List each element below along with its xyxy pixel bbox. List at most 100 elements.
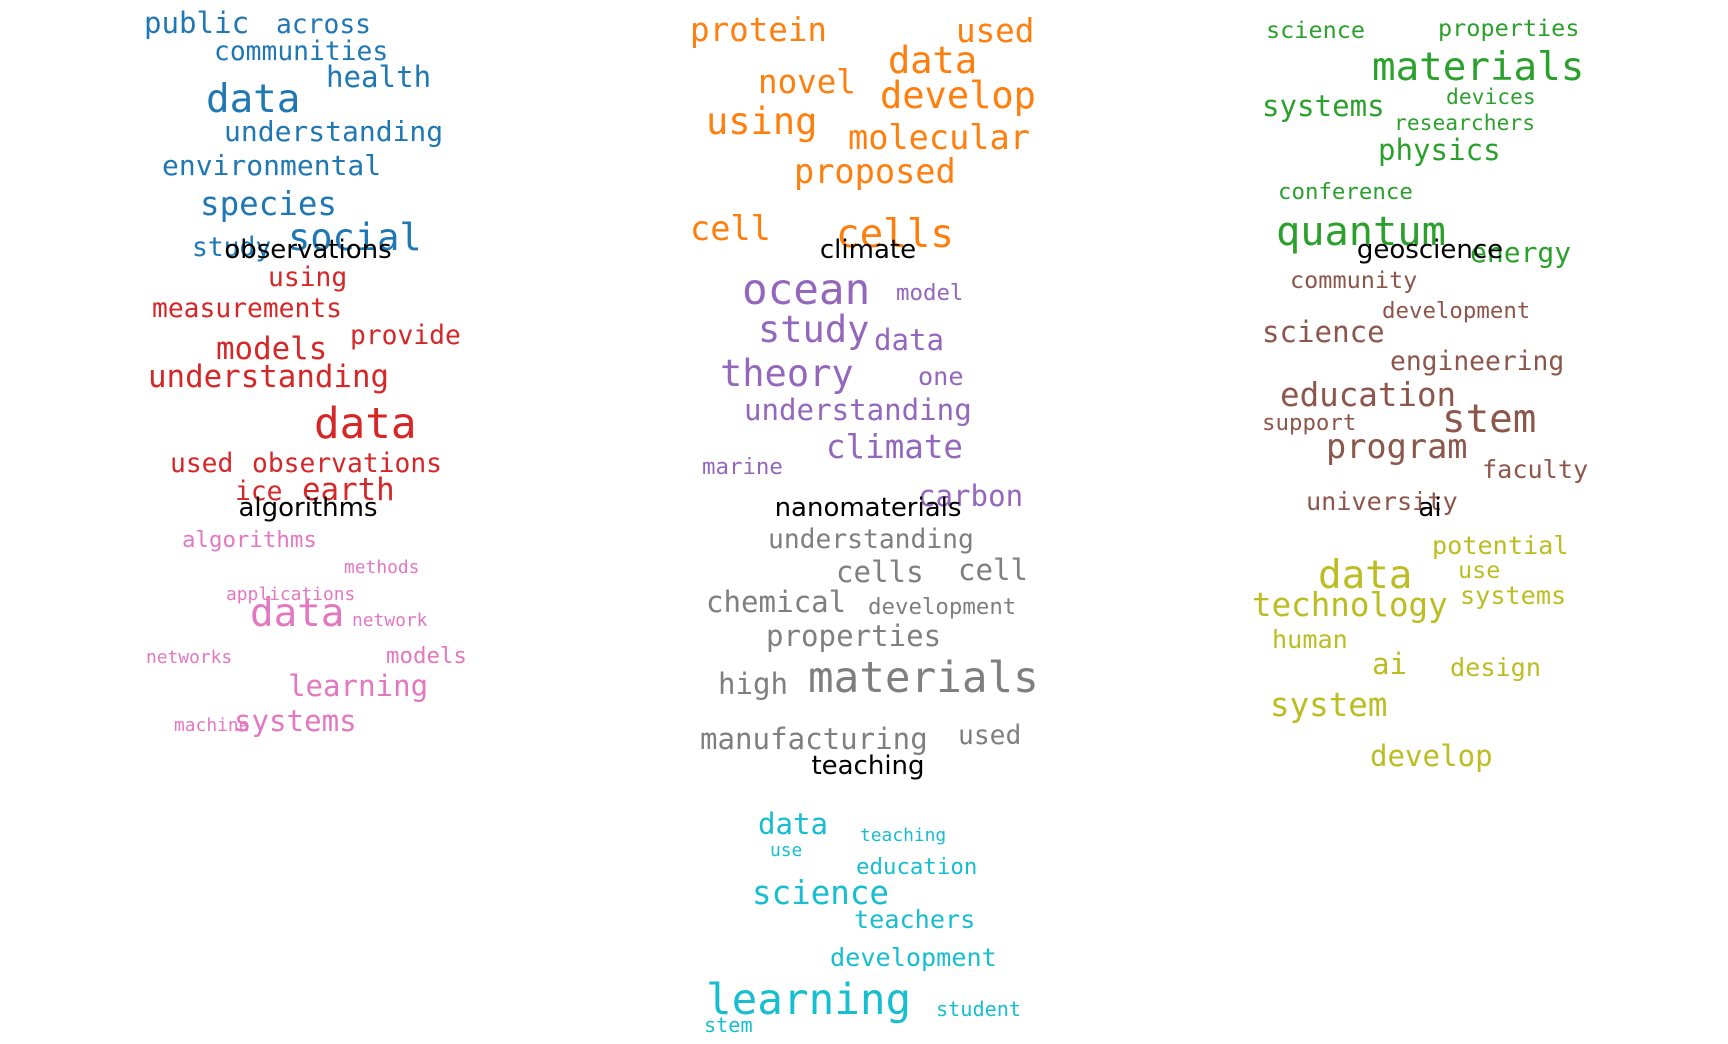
wordcloud-word: marine <box>702 454 783 480</box>
wordcloud-word: environmental <box>162 149 381 182</box>
words-layer: usingmeasurementsprovidemodelsunderstand… <box>144 6 1588 1037</box>
wordcloud-word: ai <box>1372 647 1407 681</box>
topic-label: algorithms <box>238 493 377 523</box>
wordcloud-word: devices <box>1446 85 1536 110</box>
wordcloud-word: human <box>1272 625 1348 654</box>
wordcloud-word: molecular <box>848 118 1030 157</box>
topic-label: geoscience <box>1357 235 1503 265</box>
wordcloud-word: develop <box>880 74 1036 117</box>
wordcloud-word: use <box>1458 556 1500 584</box>
wordcloud-word: system <box>1270 686 1387 724</box>
wordcloud-panel: ocean model study data theory oneunderstandin… <box>702 265 1023 513</box>
wordcloud-word: theory <box>720 352 854 395</box>
wordcloud-word: applications <box>226 584 355 605</box>
wordcloud-word: use <box>770 840 802 861</box>
wordcloud-word: cell <box>690 209 771 248</box>
wordcloud-word: engineering <box>1390 347 1564 377</box>
wordcloud-word: systems <box>1460 581 1566 610</box>
wordcloud-word: using <box>706 100 817 143</box>
wordcloud-word: science <box>752 874 889 912</box>
wordcloud-word: health <box>326 60 431 94</box>
wordcloud-word: data <box>206 77 300 122</box>
wordcloud-word: stem <box>704 1013 753 1037</box>
topic-label: ai <box>1418 493 1441 523</box>
wordcloud-word: network <box>352 610 428 631</box>
wordcloud-word: models <box>386 643 467 669</box>
wordcloud-word: university <box>1306 487 1458 516</box>
wordcloud-word: used <box>958 721 1021 751</box>
wordcloud-word: public <box>144 6 249 40</box>
wordcloud-word: cells <box>836 212 954 257</box>
wordcloud-word: earth <box>302 472 395 508</box>
wordcloud-word: education <box>856 854 977 880</box>
wordcloud-word: provide <box>350 321 461 351</box>
wordcloud-word: ocean <box>742 265 870 315</box>
wordcloud-word: across <box>276 10 371 40</box>
wordcloud-word: systems <box>234 704 357 738</box>
wordcloud-word: data <box>314 399 417 449</box>
wordcloud-word: climate <box>826 428 963 466</box>
wordcloud-word: quantum <box>1276 208 1446 255</box>
wordcloud-word: community <box>1290 266 1417 294</box>
wordcloud-word: machine <box>174 715 249 736</box>
wordcloud-word: one <box>918 362 964 391</box>
wordcloud-word: proposed <box>794 152 956 191</box>
wordcloud-word: understanding <box>768 525 974 555</box>
wordcloud-word: methods <box>344 557 419 578</box>
wordcloud-word: high <box>718 667 788 701</box>
wordcloud-word: novel <box>758 63 856 101</box>
wordcloud-word: measurements <box>152 294 342 324</box>
wordcloud-word: physics <box>1378 133 1501 167</box>
wordcloud-word: networks <box>146 647 232 668</box>
wordcloud-word: science <box>1266 16 1365 44</box>
wordcloud-word: program <box>1326 427 1468 466</box>
wordcloud-word: cells <box>836 555 924 589</box>
wordcloud-word: models <box>216 331 327 367</box>
wordcloud-word: teachers <box>854 905 975 934</box>
wordcloud-word: manufacturing <box>700 722 928 756</box>
wordcloud-word: used <box>956 12 1034 50</box>
wordcloud-word: understanding <box>148 359 389 395</box>
wordcloud-word: communities <box>214 37 388 67</box>
wordcloud-word: data <box>250 591 344 636</box>
wordcloud-word: data <box>1318 553 1412 598</box>
wordcloud-word: education <box>1280 376 1456 414</box>
topic-label: observations <box>224 235 391 265</box>
wordcloud-word: support <box>1262 410 1356 436</box>
wordcloud-word: carbon <box>918 479 1023 513</box>
wordcloud-word: development <box>1382 298 1530 324</box>
wordcloud-word: model <box>896 280 963 306</box>
wordcloud-word: species <box>200 185 337 223</box>
wordcloud-word: observations <box>252 449 442 479</box>
wordcloud-word: potential <box>1432 531 1568 560</box>
wordcloud-word: social <box>288 216 422 259</box>
wordcloud-word: systems <box>1262 89 1385 123</box>
wordcloud-word: properties <box>1438 14 1579 42</box>
topic-label: teaching <box>811 751 924 781</box>
wordcloud-word: used <box>170 449 233 479</box>
wordcloud-word: materials <box>808 653 1039 703</box>
wordcloud-word: student <box>936 997 1021 1021</box>
wordcloud-word: researchers <box>1394 111 1535 136</box>
wordcloud-word: understanding <box>224 115 443 148</box>
wordcloud-word: develop <box>1370 739 1493 773</box>
wordcloud-word: development <box>830 943 997 972</box>
wordcloud-word: data <box>874 323 944 357</box>
wordcloud-word: cell <box>958 553 1028 587</box>
wordcloud-word: data <box>758 807 828 841</box>
topic-label: climate <box>820 235 916 265</box>
wordcloud-word: materials <box>1372 45 1584 90</box>
wordcloud-word: understanding <box>744 393 972 427</box>
wordcloud-word: design <box>1450 653 1541 682</box>
wordcloud-word: conference <box>1278 179 1413 205</box>
wordcloud-word: science <box>1262 315 1385 349</box>
wordcloud-word: faculty <box>1482 455 1588 484</box>
wordcloud-word: algorithms <box>182 527 317 553</box>
